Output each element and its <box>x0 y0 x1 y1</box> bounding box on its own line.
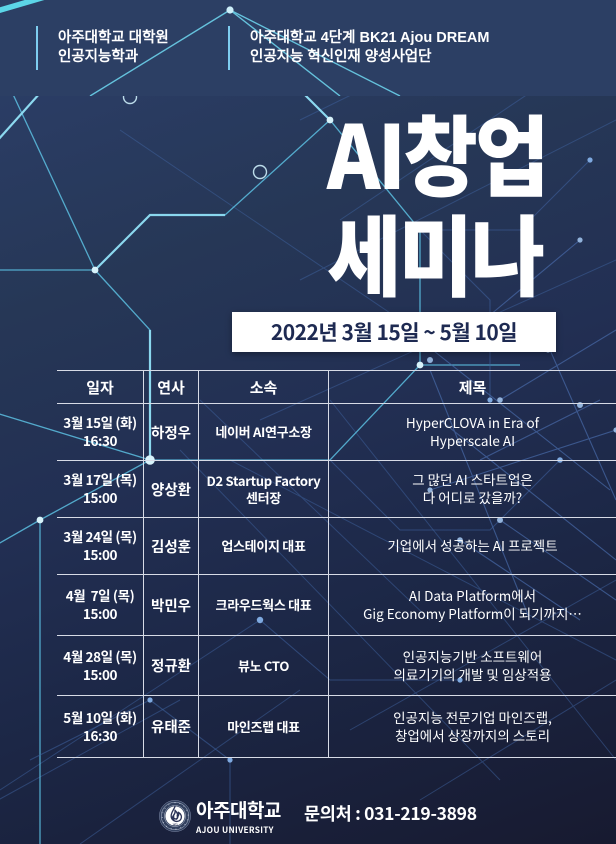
svg-text:1973: 1973 <box>173 825 179 827</box>
